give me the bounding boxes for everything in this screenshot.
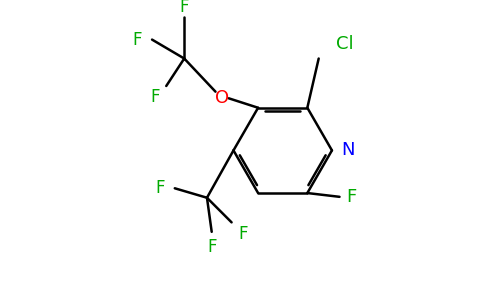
Text: N: N [341,141,355,159]
Text: F: F [180,0,189,16]
Text: O: O [215,89,229,107]
Text: F: F [207,238,216,256]
Text: F: F [132,31,142,49]
Text: F: F [155,179,165,197]
Text: F: F [347,188,357,206]
Text: F: F [150,88,160,106]
Text: F: F [238,225,248,243]
Text: Cl: Cl [336,35,353,53]
